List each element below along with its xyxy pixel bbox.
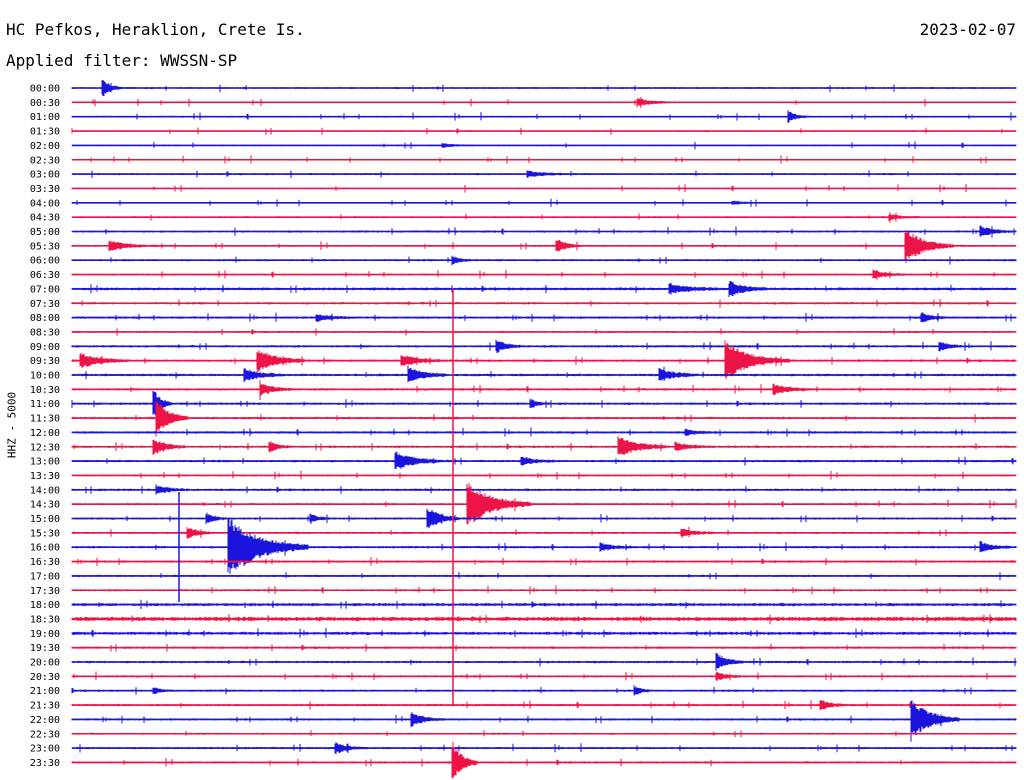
row-time-label: 01:30: [30, 127, 60, 138]
row-time-label: 05:30: [30, 241, 60, 252]
row-time-label: 16:00: [30, 543, 60, 554]
row-time-label: 15:30: [30, 528, 60, 539]
trace-row-1130: [71, 401, 1017, 437]
row-time-label: 04:30: [30, 213, 60, 224]
row-time-label: 17:30: [30, 586, 60, 597]
row-time-label: 06:00: [30, 256, 60, 267]
row-time-label: 08:30: [30, 327, 60, 338]
filter-label: Applied filter: WWSSN-SP: [6, 51, 238, 70]
row-time-label: 03:00: [30, 170, 60, 181]
row-time-label: 04:00: [30, 198, 60, 209]
row-time-label: 09:00: [30, 342, 60, 353]
row-time-label: 00:00: [30, 84, 60, 95]
row-time-label: 21:30: [30, 701, 60, 712]
row-time-label: 02:00: [30, 141, 60, 152]
row-time-label: 15:00: [30, 514, 60, 525]
row-time-label: 20:30: [30, 672, 60, 683]
trace-row-1230: [71, 436, 1017, 455]
trace-row-1600: [71, 518, 1017, 574]
row-time-label: 08:00: [30, 313, 60, 324]
row-time-label: 19:00: [30, 629, 60, 640]
row-time-label: 18:30: [30, 614, 60, 625]
seismic-traces: [71, 80, 1017, 779]
row-time-label: 10:30: [30, 385, 60, 396]
row-time-label: 17:00: [30, 571, 60, 582]
row-time-label: 05:00: [30, 227, 60, 238]
row-time-label: 03:30: [30, 184, 60, 195]
row-time-label: 19:30: [30, 643, 60, 654]
row-time-label: 07:30: [30, 299, 60, 310]
row-time-label: 22:00: [30, 715, 60, 726]
row-time-label: 14:00: [30, 485, 60, 496]
row-time-label: 06:30: [30, 270, 60, 281]
station-title: HC Pefkos, Heraklion, Crete Is.: [6, 20, 305, 39]
row-time-label: 13:00: [30, 457, 60, 468]
row-time-label: 11:30: [30, 414, 60, 425]
row-time-label: 02:30: [30, 155, 60, 166]
row-time-label: 16:30: [30, 557, 60, 568]
trace-row-2200: [71, 700, 1017, 742]
row-time-label: 20:00: [30, 658, 60, 669]
row-time-label: 23:00: [30, 744, 60, 755]
row-time-label: 22:30: [30, 729, 60, 740]
row-time-label: 00:30: [30, 98, 60, 109]
trace-row-1100: [71, 390, 1017, 415]
trace-row-1030: [71, 380, 1017, 400]
row-time-label: 12:30: [30, 442, 60, 453]
row-time-label: 10:00: [30, 371, 60, 382]
row-time-label: 01:00: [30, 112, 60, 123]
row-time-label: 23:30: [30, 758, 60, 769]
row-time-label: 18:00: [30, 600, 60, 611]
row-time-label: 09:30: [30, 356, 60, 367]
row-time-label: 13:30: [30, 471, 60, 482]
row-time-label: 21:00: [30, 686, 60, 697]
plot-date: 2023-02-07: [919, 20, 1016, 39]
row-time-label: 12:00: [30, 428, 60, 439]
row-time-label: 11:00: [30, 399, 60, 410]
row-labels: 00:00 00:30 01:00 01:30 02:00 02:30 03:00 03:30…: [30, 84, 60, 769]
row-time-label: 14:30: [30, 500, 60, 511]
row-time-label: 07:00: [30, 284, 60, 295]
trace-row-1000: [71, 365, 1017, 383]
